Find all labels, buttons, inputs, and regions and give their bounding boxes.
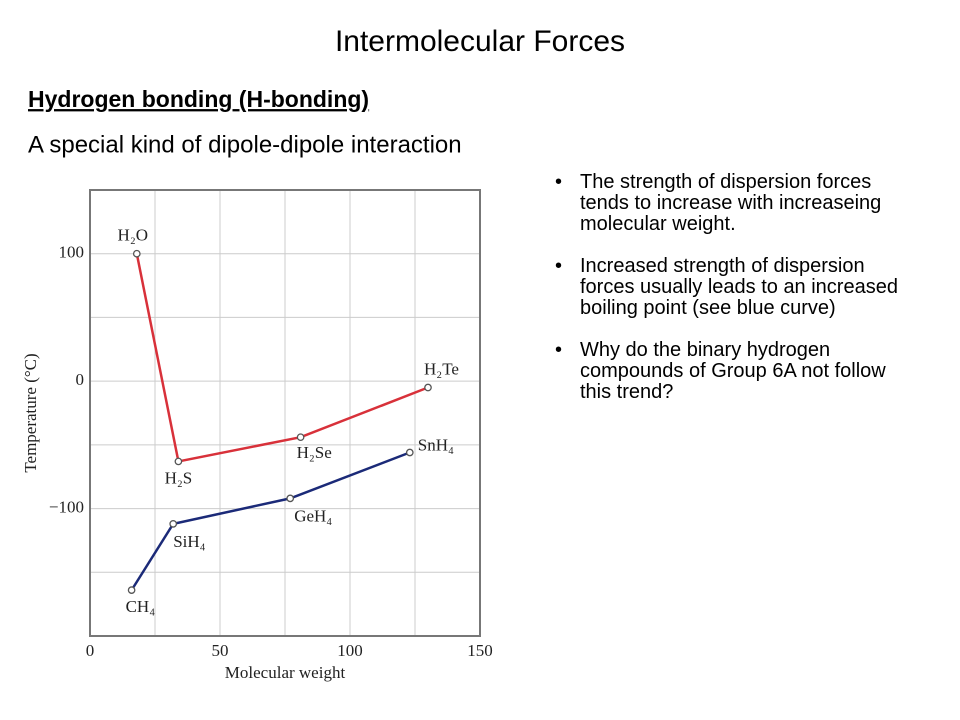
data-point <box>296 433 305 442</box>
point-label: H₂Te <box>424 359 459 378</box>
x-tick-label: 50 <box>212 641 229 660</box>
point-label: GeH₄ <box>294 506 332 525</box>
data-point <box>286 494 295 503</box>
x-tick-label: 0 <box>86 641 95 660</box>
point-label: H₂S <box>165 468 193 487</box>
data-point <box>132 249 141 258</box>
chart: 0 50 100 150 −100 0 100 Molecular weight Tempera… <box>21 189 493 682</box>
series-line <box>130 451 411 591</box>
point-label: SiH₄ <box>173 532 205 551</box>
point-label: H₂Se <box>297 443 332 462</box>
bullet: Why do the binary hydrogen compounds of … <box>555 340 915 403</box>
y-tick-label: 100 <box>59 243 85 262</box>
y-tick-label: 0 <box>76 370 85 389</box>
y-tick-label: −100 <box>49 497 84 516</box>
x-axis-label: Molecular weight <box>225 663 346 682</box>
bullet: The strength of dispersion forces tends … <box>555 172 915 235</box>
y-axis-label: Temperature (°C) <box>21 353 40 472</box>
point-label: H₂O <box>118 226 148 245</box>
x-tick-label: 100 <box>337 641 363 660</box>
plot-frame <box>89 189 481 637</box>
bullet: Increased strength of dispersion forces … <box>555 256 915 319</box>
series-line <box>135 253 429 463</box>
data-point <box>169 520 178 528</box>
subheading: A special kind of dipole-dipole interact… <box>28 131 462 158</box>
heading: Hydrogen bonding (H-bonding) <box>28 86 369 112</box>
data-point <box>127 586 136 594</box>
point-label: SnH₄ <box>418 435 454 454</box>
data-point <box>405 448 414 457</box>
data-point <box>174 457 183 466</box>
slide-title: Intermolecular Forces <box>335 25 625 58</box>
point-label: CH₄ <box>126 597 156 616</box>
bullet-list: The strength of dispersion forces tends … <box>555 172 915 424</box>
data-point <box>424 383 432 392</box>
x-tick-label: 150 <box>467 641 493 660</box>
